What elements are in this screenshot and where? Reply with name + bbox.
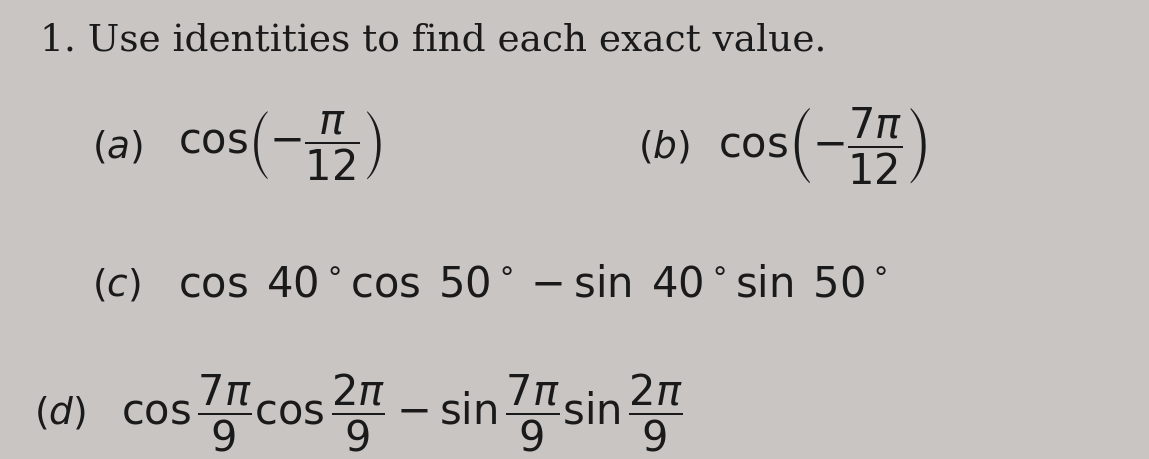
Text: $(b)$: $(b)$ (638, 129, 689, 165)
Text: 1. Use identities to find each exact value.: 1. Use identities to find each exact val… (40, 23, 826, 59)
Text: $\cos\!\left(-\dfrac{\pi}{12}\right)$: $\cos\!\left(-\dfrac{\pi}{12}\right)$ (178, 110, 383, 184)
Text: $(d)$: $(d)$ (34, 395, 86, 431)
Text: $\cos\;40^\circ\cos\;50^\circ - \sin\;40^\circ\sin\;50^\circ$: $\cos\;40^\circ\cos\;50^\circ - \sin\;40… (178, 263, 888, 306)
Text: $\cos\!\left(-\dfrac{7\pi}{12}\right)$: $\cos\!\left(-\dfrac{7\pi}{12}\right)$ (718, 106, 927, 187)
Text: $(a)$: $(a)$ (92, 129, 142, 165)
Text: $\cos\dfrac{7\pi}{9}\cos\dfrac{2\pi}{9} - \sin\dfrac{7\pi}{9}\sin\dfrac{2\pi}{9}: $\cos\dfrac{7\pi}{9}\cos\dfrac{2\pi}{9} … (121, 372, 683, 454)
Text: $(c)$: $(c)$ (92, 266, 140, 303)
